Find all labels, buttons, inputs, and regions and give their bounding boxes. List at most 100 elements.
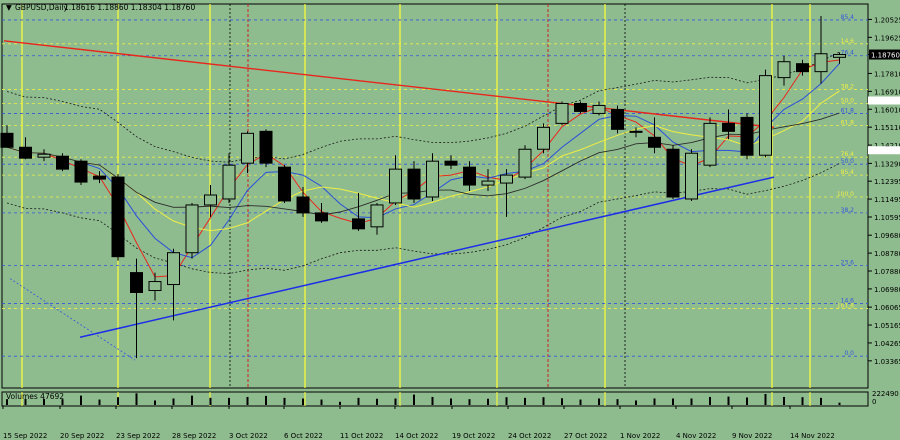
candle-bull — [777, 61, 791, 79]
candle-bull — [629, 130, 643, 133]
symbol-triangle-icon: ▼ — [6, 3, 12, 12]
fib-level-label: 85.4 — [841, 169, 855, 176]
candle-bear — [0, 132, 14, 148]
trend-lines — [3, 40, 775, 361]
x-tick-label: 11 Oct 2022 — [340, 432, 383, 440]
candle-bull — [685, 152, 698, 200]
fib-level-label: 38.2 — [841, 84, 855, 91]
y-tick-label: 1.16010 — [874, 106, 900, 114]
x-tick-label: 9 Nov 2022 — [732, 432, 772, 440]
candle-bull — [148, 281, 162, 292]
candle-bull — [167, 252, 180, 286]
current-price-label: 1.18760 — [871, 52, 900, 60]
candles — [0, 15, 846, 359]
fib-level-label: 100.0 — [837, 191, 854, 198]
y-tick-label: 1.05165 — [874, 322, 900, 330]
candle-bear — [444, 160, 458, 166]
x-tick-label: 27 Oct 2022 — [564, 432, 607, 440]
candle-bear — [111, 176, 125, 258]
candle-bear — [463, 166, 476, 186]
fib-level-label: 14.6 — [841, 38, 855, 45]
candle-bull — [241, 132, 254, 164]
candle-bear — [130, 272, 143, 293]
candle-bull — [185, 204, 199, 254]
moving-averages — [6, 59, 840, 278]
candle-bear — [722, 122, 735, 132]
envelope-bands — [6, 51, 840, 274]
x-tick-label: 28 Sep 2022 — [172, 432, 216, 440]
trend-line-dotted — [9, 278, 136, 361]
y-tick-label: 1.07880 — [874, 268, 900, 276]
fib-level-label: 85.4 — [841, 14, 855, 21]
x-tick-label: 19 Oct 2022 — [452, 432, 495, 440]
candle-bull — [592, 104, 606, 114]
y-tick-label: 1.16910 — [874, 88, 900, 96]
y-tick-label: 1.20525 — [874, 16, 900, 24]
fib-level-label: 76.4 — [841, 151, 855, 158]
ma-dark — [6, 112, 840, 216]
time-axis: 15 Sep 2022 20 Sep 2022 23 Sep 2022 28 Sep … — [2, 406, 835, 440]
candle-bear — [796, 63, 809, 73]
candle-bear — [56, 155, 69, 170]
fib-level-label: 50.0 — [841, 97, 855, 104]
y-tick-label: 1.12395 — [874, 178, 900, 186]
x-tick-label: 4 Nov 2022 — [676, 432, 716, 440]
y-tick-label: 1.09680 — [874, 232, 900, 240]
candle-bull — [481, 180, 495, 186]
fib-level-label: 38.2 — [841, 207, 855, 214]
current-price-box — [869, 49, 900, 60]
trend-line-red — [3, 40, 775, 129]
fib-level-label: 61.8 — [841, 107, 855, 114]
x-tick-label: 20 Sep 2022 — [60, 432, 104, 440]
candle-bull — [37, 153, 51, 158]
candle-bull — [518, 148, 532, 178]
y-tick-label: 1.19625 — [874, 34, 900, 42]
price-axis: 1.20525 1.19625 1.17810 1.16910 1.16010 1.151… — [868, 16, 900, 366]
fib-level-label: 76.4 — [841, 50, 855, 57]
envelope — [6, 163, 840, 274]
y-tick-label: 1.10595 — [874, 214, 900, 222]
x-tick-label: 14 Oct 2022 — [395, 432, 438, 440]
candle-bull — [814, 53, 828, 73]
candle-bull — [426, 160, 439, 198]
candle-bear — [74, 160, 88, 183]
candle-bear — [296, 196, 310, 214]
y-tick-label: 1.15110 — [874, 124, 900, 132]
axis-marker-white — [868, 146, 900, 155]
volume-tick-label: 0 — [872, 398, 876, 406]
plot-frame — [1, 3, 869, 389]
fib-level-label: 14.6 — [841, 297, 855, 304]
y-tick-label: 1.04265 — [874, 340, 900, 348]
ohlc-label: 1.18616 1.18860 1.18304 1.18760 — [64, 3, 195, 12]
header-labels: ▼ GBPUSD,Daily 1.18616 1.18860 1.18304 1… — [6, 3, 195, 401]
ma-red — [6, 59, 840, 278]
candle-bear — [93, 175, 106, 180]
volume-tick-label: 222490 — [872, 390, 899, 398]
candle-bear — [278, 166, 291, 202]
fib-level-label: 61.8 — [841, 119, 855, 126]
volume-label: Volumes 47692 — [6, 392, 64, 401]
x-tick-label: 1 Nov 2022 — [620, 432, 660, 440]
candle-bull — [222, 164, 236, 200]
candle-bull — [537, 126, 550, 150]
candle-bear — [574, 102, 587, 112]
candle-bull — [370, 204, 384, 228]
candle-bull — [759, 75, 772, 156]
candle-bear — [648, 136, 661, 148]
y-tick-label: 1.11495 — [874, 196, 900, 204]
y-tick-label: 1.06065 — [874, 304, 900, 312]
candle-bull — [389, 168, 402, 204]
y-tick-label: 1.13290 — [874, 160, 900, 168]
volume-frame — [1, 391, 869, 407]
candle-bull — [703, 122, 717, 166]
x-tick-label: 24 Oct 2022 — [508, 432, 551, 440]
axis-marker-white — [868, 96, 900, 105]
ma-blue — [6, 63, 840, 259]
candle-bull — [500, 174, 513, 184]
ma-yellow — [6, 90, 840, 232]
candle-bear — [740, 116, 754, 156]
